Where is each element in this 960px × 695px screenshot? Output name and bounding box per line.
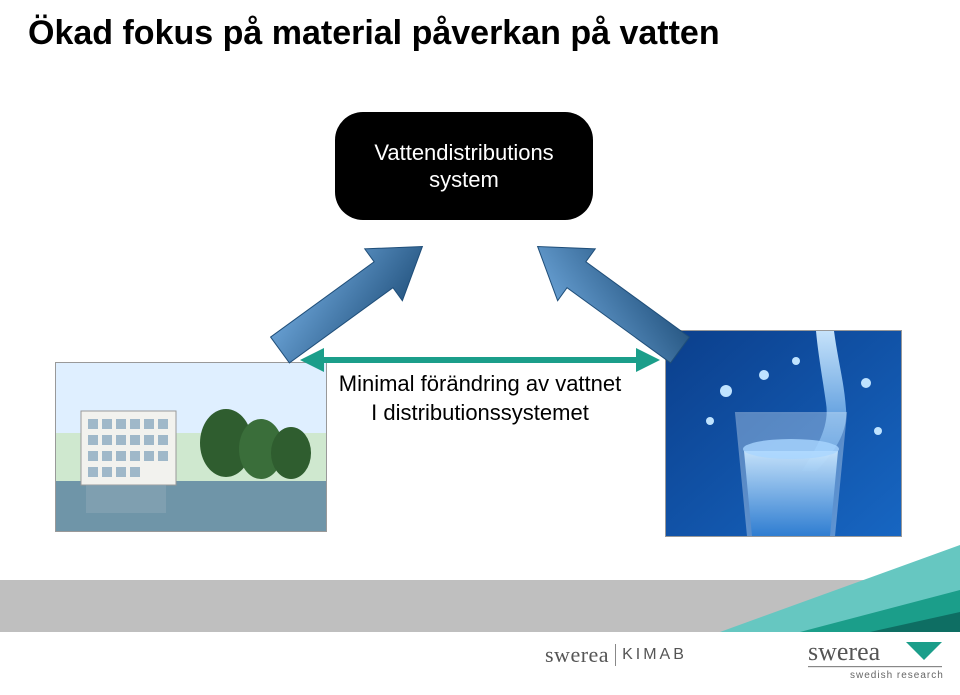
brand-right-text: swerea (808, 638, 881, 666)
arrow-left-blue (261, 221, 441, 376)
slide-title: Ökad fokus på material påverkan på vatte… (28, 14, 720, 53)
footer-triangle-2 (800, 590, 960, 632)
middle-caption: Minimal förändring av vattnet I distribu… (325, 370, 635, 427)
caption-line2: I distributionssystemet (325, 399, 635, 428)
arrow-teal-double (300, 348, 660, 372)
center-node-line2: system (429, 166, 499, 194)
brand-separator (615, 644, 616, 666)
center-node: Vattendistributions system (335, 112, 593, 220)
footer-grey-band (0, 580, 960, 632)
caption-line1: Minimal förändring av vattnet (325, 370, 635, 399)
center-node-line1: Vattendistributions (374, 139, 553, 167)
brand-right-tagline: swedish research (850, 670, 944, 681)
brand-swerea-kimab: swerea KIMAB (545, 642, 687, 668)
brand-swerea-text: swerea (545, 642, 609, 668)
footer-triangle-1 (720, 545, 960, 632)
brand-right-triangle-icon (906, 642, 942, 660)
image-left-building (55, 362, 327, 532)
footer-triangle-3 (870, 612, 960, 632)
image-right-water-glass (665, 330, 902, 537)
brand-kimab-text: KIMAB (622, 646, 687, 664)
